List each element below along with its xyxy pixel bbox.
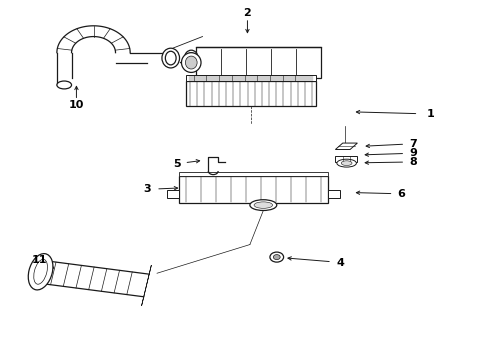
Text: 11: 11 [32, 255, 48, 265]
Ellipse shape [162, 48, 179, 68]
Text: 6: 6 [397, 189, 405, 199]
Ellipse shape [254, 202, 272, 208]
Circle shape [270, 252, 284, 262]
Ellipse shape [185, 56, 197, 69]
Text: 8: 8 [410, 157, 417, 167]
Ellipse shape [34, 259, 48, 284]
Ellipse shape [250, 200, 277, 211]
Text: 9: 9 [410, 148, 417, 158]
Polygon shape [186, 75, 316, 81]
Ellipse shape [184, 50, 198, 66]
Polygon shape [38, 261, 149, 297]
Ellipse shape [57, 81, 72, 89]
Text: 3: 3 [144, 184, 151, 194]
Polygon shape [142, 265, 151, 306]
Polygon shape [335, 143, 357, 149]
Circle shape [273, 255, 280, 260]
Text: 10: 10 [69, 100, 84, 110]
Text: 4: 4 [336, 258, 344, 268]
Ellipse shape [28, 254, 53, 290]
Text: 2: 2 [244, 8, 251, 18]
Text: 5: 5 [173, 159, 180, 169]
Bar [186, 81, 316, 107]
Text: 7: 7 [410, 139, 417, 149]
Ellipse shape [165, 51, 176, 65]
Bar [179, 176, 328, 203]
Ellipse shape [341, 161, 352, 166]
Bar [335, 156, 357, 162]
Polygon shape [57, 26, 130, 53]
Bar [328, 190, 340, 198]
Ellipse shape [187, 53, 195, 63]
Text: 1: 1 [427, 109, 435, 119]
Polygon shape [179, 172, 328, 176]
Bar [196, 47, 321, 78]
Ellipse shape [181, 53, 201, 72]
Ellipse shape [337, 159, 356, 167]
Bar [167, 190, 179, 198]
